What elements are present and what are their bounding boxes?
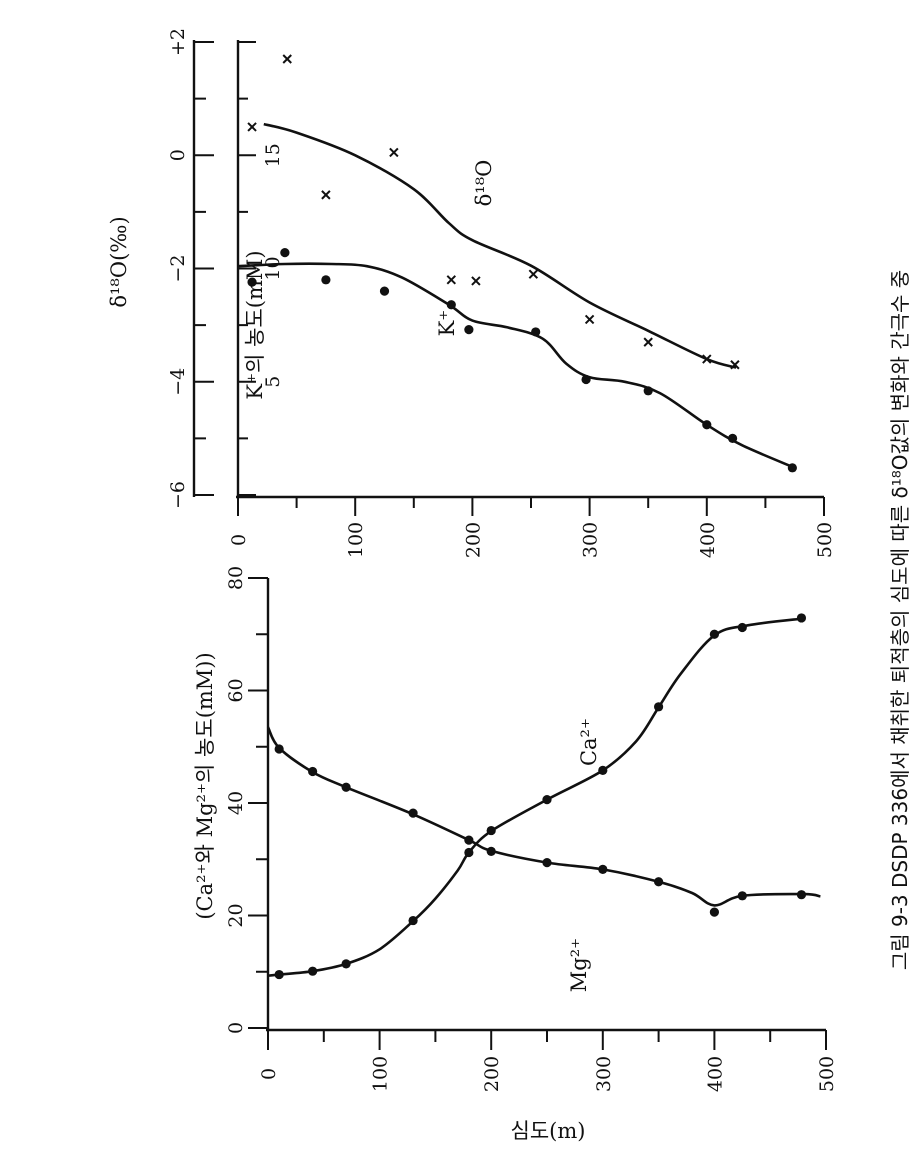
- data-point-ca: [341, 959, 351, 969]
- y-tick-label: 0: [225, 1022, 247, 1034]
- data-point-k: [464, 325, 474, 335]
- data-point-ca: [274, 969, 284, 980]
- data-point-ca: [654, 702, 664, 712]
- data-point-k: [446, 300, 456, 310]
- series-label-d18o: δ¹⁸O: [472, 160, 496, 207]
- data-point-mg: [341, 782, 351, 792]
- depth-tick-label: 100: [345, 522, 367, 558]
- data-point-d18o: [528, 269, 539, 279]
- d18o-tick-label: −4: [167, 368, 189, 396]
- data-point-k: [702, 420, 712, 430]
- series-line-k: [237, 262, 796, 469]
- data-point-k: [727, 433, 738, 443]
- data-point-ca: [709, 629, 720, 639]
- data-point-ca: [308, 966, 318, 976]
- chart-ca-mg: 0 100 200 300 400 500 0 20 40 60 80 심도(m) (Ca²⁺와 M…: [193, 566, 838, 1143]
- d18o-tick-label: −2: [167, 254, 189, 282]
- chart-k-d18o: 0 100 200 300 400 500 5 10 15 −6 −4 −2 0 +2 K⁺의 농도(mM…: [107, 28, 836, 558]
- data-point-k: [280, 248, 290, 258]
- x-tick-label: 100: [370, 1056, 392, 1092]
- data-point-d18o: [584, 314, 595, 325]
- y-tick-label: 40: [225, 791, 247, 815]
- data-point-mg: [542, 858, 552, 868]
- data-point-ca: [796, 613, 807, 623]
- data-point-k: [787, 463, 797, 473]
- data-point-ca: [737, 622, 747, 633]
- data-point-mg: [709, 907, 720, 917]
- data-point-mg: [464, 835, 474, 845]
- depth-tick-label: 0: [228, 534, 250, 546]
- data-point-mg: [598, 864, 608, 874]
- data-point-mg: [796, 890, 807, 900]
- data-point-k: [247, 277, 257, 287]
- data-point-d18o: [643, 337, 653, 347]
- series-label-ca: Ca²⁺: [577, 718, 601, 766]
- data-point-d18o: [730, 360, 740, 370]
- series-label-k: K⁺: [435, 310, 459, 337]
- k-tick-label: 10: [262, 256, 284, 280]
- d18o-tick-label: +2: [167, 28, 189, 56]
- data-point-d18o: [247, 122, 257, 132]
- axis-label-y1: K⁺의 농도(mM): [243, 250, 267, 399]
- x-tick-label: 200: [481, 1056, 503, 1092]
- data-point-ca: [542, 795, 552, 805]
- x-tick-label: 0: [258, 1068, 280, 1080]
- data-point-k: [581, 374, 591, 385]
- data-point-d18o: [702, 354, 712, 364]
- series-line-ca: [267, 617, 804, 977]
- k-tick-label: 15: [262, 143, 284, 167]
- data-point-mg: [486, 846, 496, 856]
- data-point-k: [643, 386, 653, 396]
- data-point-mg: [274, 744, 284, 754]
- data-point-ca: [408, 915, 418, 926]
- data-point-ca: [486, 825, 496, 836]
- x-tick-label: 500: [816, 1056, 838, 1092]
- depth-tick-label: 200: [462, 522, 484, 558]
- data-point-mg: [408, 808, 418, 818]
- data-point-mg: [737, 891, 747, 901]
- data-point-ca: [598, 765, 608, 775]
- x-tick-label: 400: [704, 1056, 726, 1092]
- y-tick-label: 20: [225, 903, 247, 927]
- x-tick-label: 300: [593, 1056, 615, 1092]
- data-point-mg: [654, 877, 664, 887]
- data-point-d18o: [471, 276, 481, 286]
- data-point-mg: [308, 766, 318, 777]
- series-line-mg: [266, 726, 821, 907]
- axis-label-x: 심도(m): [511, 1119, 586, 1143]
- y-tick-label: 60: [225, 678, 247, 702]
- depth-tick-label: 400: [697, 522, 719, 558]
- data-point-d18o: [282, 54, 292, 64]
- y-tick-label: 80: [225, 566, 247, 590]
- d18o-tick-label: 0: [167, 149, 189, 161]
- depth-tick-label: 300: [580, 522, 602, 558]
- depth-tick-label: 500: [814, 522, 836, 558]
- data-point-k: [531, 327, 541, 337]
- figure-caption: 그림 9-3 DSDP 336에서 채취한 퇴적층의 심도에 따른 δ¹⁸O값의…: [888, 270, 912, 970]
- axis-label-y: (Ca²⁺와 Mg²⁺의 농도(mM)): [193, 652, 217, 919]
- data-point-d18o: [389, 147, 399, 158]
- data-point-k: [379, 286, 390, 296]
- series-line-d18o: [263, 122, 737, 369]
- d18o-tick-label: −6: [167, 481, 189, 509]
- k-tick-label: 5: [262, 376, 284, 388]
- data-point-ca: [464, 847, 474, 858]
- axis-label-y2: δ¹⁸O(‰): [107, 216, 131, 307]
- data-point-d18o: [446, 275, 457, 285]
- series-label-mg: Mg²⁺: [567, 938, 591, 992]
- data-point-d18o: [321, 190, 331, 200]
- data-point-k: [321, 275, 331, 285]
